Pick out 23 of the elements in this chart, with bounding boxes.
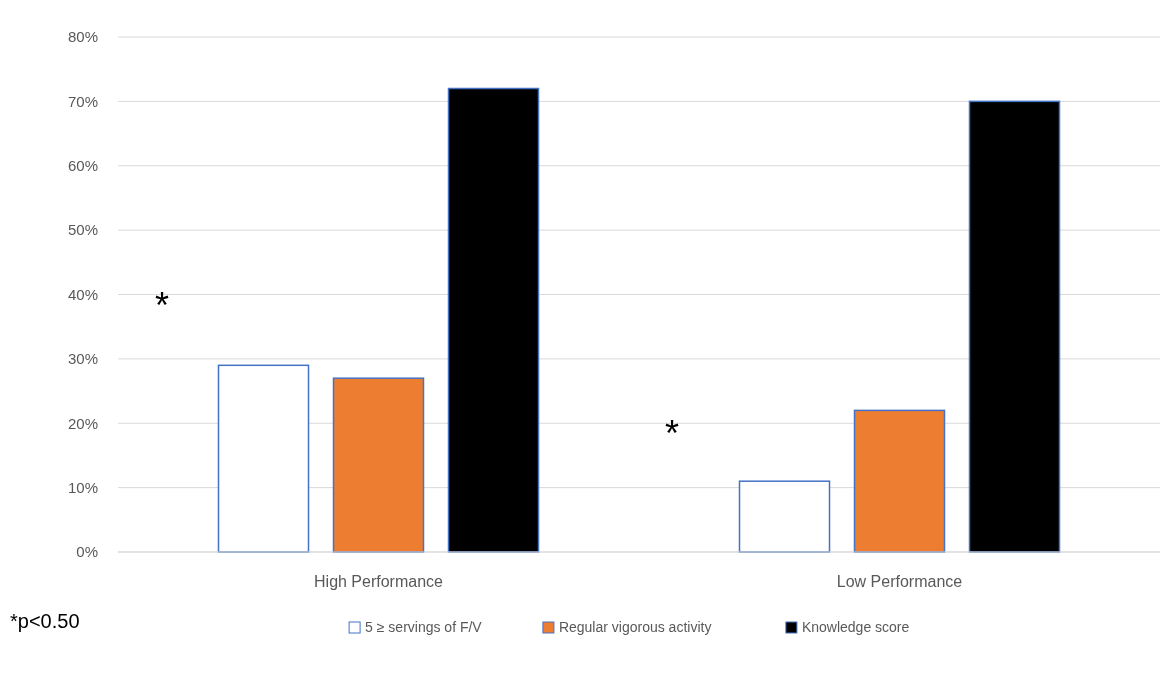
y-tick-label: 60% [67,157,98,174]
x-tick-label: Low Performance [836,573,963,590]
bar [968,100,1061,553]
legend-label: Regular vigorous activity [558,619,712,635]
bar [332,377,425,553]
legend-label: Knowledge score [801,619,910,635]
bar [853,409,946,553]
legend-label: 5 ≥ servings of F/V [365,619,483,635]
bar [217,364,310,553]
y-tick-label: 50% [67,221,98,239]
bar [447,87,540,553]
y-tick-label: 70% [67,92,98,110]
y-tick-label: 30% [67,350,98,368]
y-tick-label: 0% [76,543,98,561]
y-tick-label: 80% [67,28,98,46]
y-tick-label: 10% [67,478,98,496]
annotation: * [664,413,680,454]
bar [738,480,831,553]
text: *p<0.50 [10,610,80,632]
y-tick-label: 20% [67,414,98,432]
x-tick-label: High Performance [314,573,444,590]
annotation: * [154,285,170,326]
y-tick-label: 40% [67,285,98,303]
